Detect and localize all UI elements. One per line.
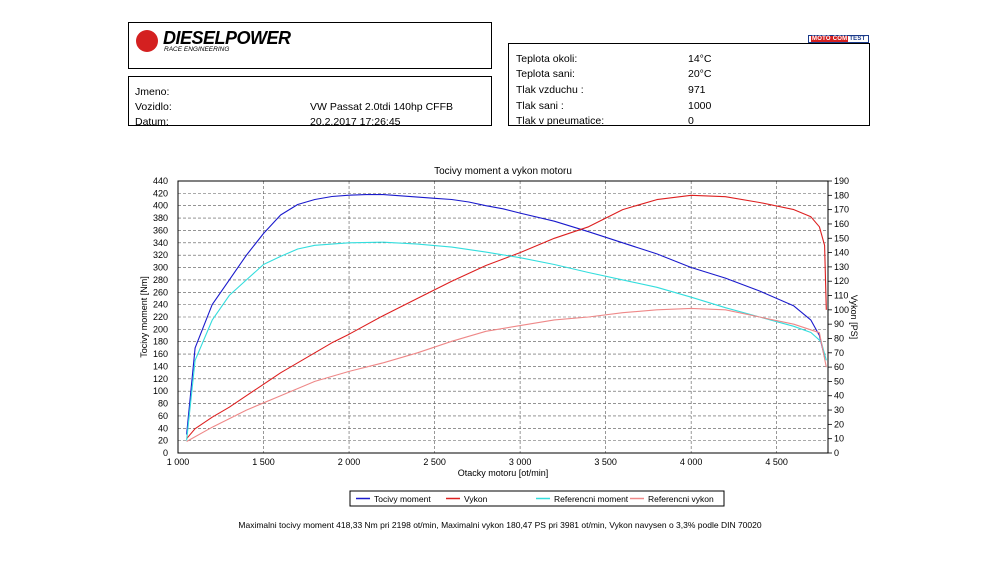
tick-labels: 0204060801001201401601802002202402602803… — [153, 176, 849, 467]
y2-tick-label: 110 — [834, 291, 848, 301]
y-tick-label: 160 — [153, 349, 168, 359]
y-tick-label: 60 — [158, 411, 168, 421]
y2-tick-label: 190 — [834, 176, 849, 186]
summary-footer: Maximalni tocivy moment 418,33 Nm pri 21… — [238, 520, 762, 530]
y-tick-label: 340 — [153, 238, 168, 248]
x-tick-label: 1 000 — [167, 457, 190, 467]
y-tick-label: 200 — [153, 324, 168, 334]
y2-tick-label: 10 — [834, 434, 844, 444]
y2-tick-label: 0 — [834, 448, 839, 458]
y-tick-label: 400 — [153, 201, 168, 211]
y-axis-label: Tocivy moment [Nm] — [139, 276, 149, 358]
y2-tick-label: 50 — [834, 376, 844, 386]
y2-tick-label: 180 — [834, 190, 849, 200]
y2-tick-label: 90 — [834, 319, 844, 329]
legend-label-3: Referencni vykon — [648, 494, 714, 504]
y-tick-label: 360 — [153, 225, 168, 235]
y-tick-label: 0 — [163, 448, 168, 458]
x-tick-label: 1 500 — [252, 457, 275, 467]
cond-value-1: 20°C — [688, 68, 712, 80]
x-tick-label: 4 500 — [765, 457, 788, 467]
cond-label-2: Tlak vzduchu : — [516, 84, 584, 96]
series-line-0 — [186, 194, 826, 435]
y-tick-label: 140 — [153, 361, 168, 371]
grid-lines — [177, 180, 828, 454]
x-tick-label: 2 000 — [338, 457, 361, 467]
cond-label-4: Tlak v pneumatice: — [516, 115, 605, 127]
x-tick-label: 3 000 — [509, 457, 532, 467]
motocom-test-badge: MOTO COM TEST — [808, 35, 870, 43]
x-tick-label: 2 500 — [423, 457, 446, 467]
y-tick-label: 180 — [153, 337, 168, 347]
motocom-prefix: MOTO — [811, 36, 832, 42]
cond-value-3: 1000 — [688, 100, 712, 112]
y-tick-label: 220 — [153, 312, 168, 322]
x-tick-label: 4 000 — [680, 457, 703, 467]
y-tick-label: 280 — [153, 275, 168, 285]
cond-value-4: 0 — [688, 115, 694, 127]
legend-label-1: Vykon — [464, 494, 488, 504]
y2-tick-label: 130 — [834, 262, 849, 272]
y-tick-label: 440 — [153, 176, 168, 186]
y2-tick-label: 160 — [834, 219, 849, 229]
date-label: Datum: — [135, 116, 169, 128]
legend-label-0: Tocivy moment — [374, 494, 431, 504]
y-tick-label: 80 — [158, 399, 168, 409]
series-line-3 — [186, 307, 827, 442]
cond-label-3: Tlak sani : — [516, 100, 564, 112]
y-tick-label: 100 — [153, 386, 168, 396]
brand-logo-text: DIESELPOWER — [163, 28, 291, 48]
y2-tick-label: 140 — [834, 248, 849, 258]
series-lines — [186, 194, 827, 442]
y2-tick-label: 30 — [834, 405, 844, 415]
y-tick-label: 320 — [153, 250, 168, 260]
vehicle-label: Vozidlo: — [135, 101, 172, 113]
cond-label-1: Teplota sani: — [516, 68, 575, 80]
y2-tick-label: 70 — [834, 348, 844, 358]
series-line-2 — [186, 241, 827, 441]
y-tick-label: 120 — [153, 374, 168, 384]
cond-label-0: Teplota okoli: — [516, 53, 578, 65]
brand-subtitle: RACE ENGINEERING — [164, 46, 230, 53]
legend: Tocivy moment Vykon Referencni moment Refer… — [356, 494, 714, 504]
plot-frame — [177, 180, 829, 454]
vehicle-value: VW Passat 2.0tdi 140hp CFFB — [310, 101, 453, 113]
chart-title: Tocivy moment a vykon motoru — [434, 166, 572, 177]
y2-tick-label: 150 — [834, 233, 849, 243]
y2-tick-label: 100 — [834, 305, 849, 315]
y-tick-label: 380 — [153, 213, 168, 223]
y2-tick-label: 60 — [834, 362, 844, 372]
name-label: Jmeno: — [135, 86, 170, 98]
y2-tick-label: 40 — [834, 391, 844, 401]
x-axis-label: Otacky motoru [ot/min] — [458, 468, 549, 478]
y2-tick-label: 80 — [834, 333, 844, 343]
cond-value-0: 14°C — [688, 53, 712, 65]
y-tick-label: 20 — [158, 436, 168, 446]
legend-label-2: Referencni moment — [554, 494, 629, 504]
y-tick-label: 260 — [153, 287, 168, 297]
y2-tick-label: 20 — [834, 419, 844, 429]
vehicle-info-box — [128, 76, 492, 126]
motocom-suffix: TEST — [849, 36, 866, 42]
cond-value-2: 971 — [688, 84, 706, 96]
y-tick-label: 40 — [158, 423, 168, 433]
x-tick-label: 3 500 — [594, 457, 617, 467]
y2-tick-label: 170 — [834, 205, 849, 215]
motocom-mid: COM — [831, 36, 849, 42]
y2-axis-label: Vykon [PS] — [849, 295, 859, 339]
y-tick-label: 300 — [153, 263, 168, 273]
date-value: 20.2.2017 17:26:45 — [310, 116, 401, 128]
y2-tick-label: 120 — [834, 276, 849, 286]
y-tick-label: 420 — [153, 188, 168, 198]
dieselpower-logo-icon — [136, 30, 158, 52]
conditions-box — [508, 43, 870, 126]
y-tick-label: 240 — [153, 300, 168, 310]
series-line-1 — [186, 194, 827, 440]
header-box — [128, 22, 492, 69]
